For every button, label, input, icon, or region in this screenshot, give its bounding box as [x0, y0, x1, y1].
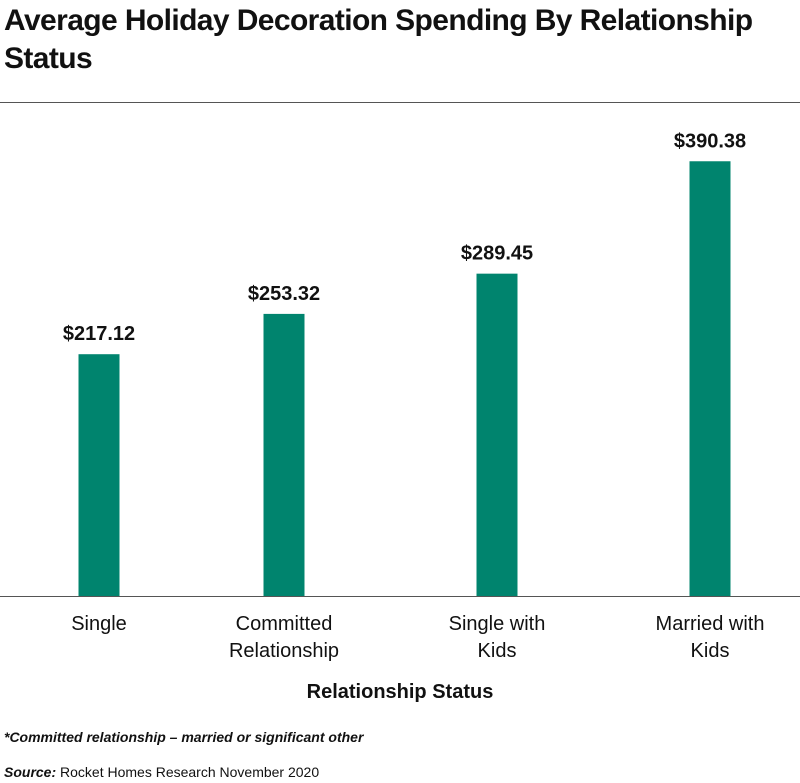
- bar-1: [78, 354, 120, 596]
- x-axis-title: Relationship Status: [306, 681, 494, 703]
- category-labels-layer: Single Committed Relationship Single with Ki…: [71, 613, 764, 662]
- category-label-3: Single with Kids: [449, 613, 546, 662]
- value-labels-layer: $217.12 $253.32 $289.45 $390.38: [63, 130, 746, 345]
- source-text: Rocket Homes Research November 2020: [60, 764, 320, 780]
- value-label-3: $289.45: [461, 243, 533, 265]
- value-label-1: $217.12: [63, 323, 135, 345]
- value-label-2: $253.32: [248, 283, 320, 305]
- chart-title: Average Holiday Decoration Spending By R…: [4, 4, 753, 75]
- category-label-2: Committed Relationship: [229, 613, 339, 662]
- category-label-1: Single: [71, 613, 127, 635]
- source-line: Source: Rocket Homes Research November 2…: [4, 764, 319, 780]
- title-divider: [0, 102, 800, 103]
- bars-layer: [78, 161, 731, 596]
- bar-3: [476, 273, 518, 596]
- bar-4: [689, 161, 731, 596]
- bar-2: [263, 313, 305, 596]
- value-label-4: $390.38: [674, 130, 746, 152]
- category-label-4: Married with Kids: [656, 613, 765, 662]
- bar-chart: $217.12 $253.32 $289.45 $390.38 Single Commi…: [0, 130, 800, 662]
- source-prefix: Source:: [4, 764, 57, 780]
- footnote: *Committed relationship – married or sig…: [4, 729, 364, 745]
